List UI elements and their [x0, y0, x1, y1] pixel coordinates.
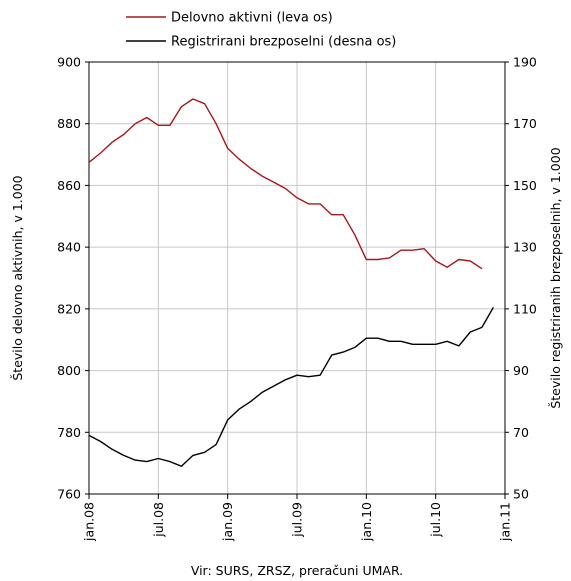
x-tick-label: jan.10 [359, 502, 374, 542]
x-tick-label: jan.11 [498, 502, 513, 542]
left-tick-label: 840 [57, 240, 81, 255]
left-tick-label: 900 [57, 55, 81, 70]
left-tick-label: 880 [57, 116, 81, 131]
x-tick-label: jul.08 [151, 502, 166, 538]
legend-label-2: Registrirani brezposelni (desna os) [171, 35, 396, 50]
series-line-1 [88, 98, 483, 270]
right-y-axis: 50 70 90 110 130 150 170 190 [505, 55, 537, 502]
right-tick-label: 150 [513, 178, 537, 193]
x-tick-label: jul.09 [290, 502, 305, 538]
right-tick-label: 170 [513, 116, 537, 131]
left-tick-label: 780 [57, 425, 81, 440]
right-tick-label: 70 [513, 425, 529, 440]
left-axis-title: Število delovno aktivnih, v 1.000 [10, 175, 25, 380]
source-note: Vir: SURS, ZRSZ, preračuni UMAR. [191, 563, 403, 578]
x-axis: jan.08 jul.08 jan.09 jul.09 jan.10 jul.10 jan.… [82, 494, 513, 542]
series-line-2 [88, 306, 495, 467]
left-tick-label: 760 [57, 487, 81, 502]
x-tick-label: jan.09 [220, 502, 235, 542]
series-layer [88, 98, 495, 467]
x-tick-label: jan.08 [82, 502, 97, 542]
left-tick-label: 800 [57, 363, 81, 378]
gridlines [88, 61, 506, 495]
legend: Delovno aktivni (leva os) Registrirani br… [126, 11, 396, 50]
left-y-axis: 760 780 800 820 840 860 880 900 [57, 55, 89, 502]
x-tick-label: jul.10 [428, 502, 443, 538]
right-tick-label: 130 [513, 240, 537, 255]
legend-label-1: Delovno aktivni (leva os) [171, 11, 333, 26]
left-tick-label: 820 [57, 301, 81, 316]
left-tick-label: 860 [57, 178, 81, 193]
right-tick-label: 50 [513, 487, 529, 502]
right-tick-label: 110 [513, 301, 537, 316]
right-axis-title: Število registriranih brezposelnih, v 1.… [548, 147, 563, 408]
right-tick-label: 190 [513, 55, 537, 70]
right-tick-label: 90 [513, 363, 529, 378]
